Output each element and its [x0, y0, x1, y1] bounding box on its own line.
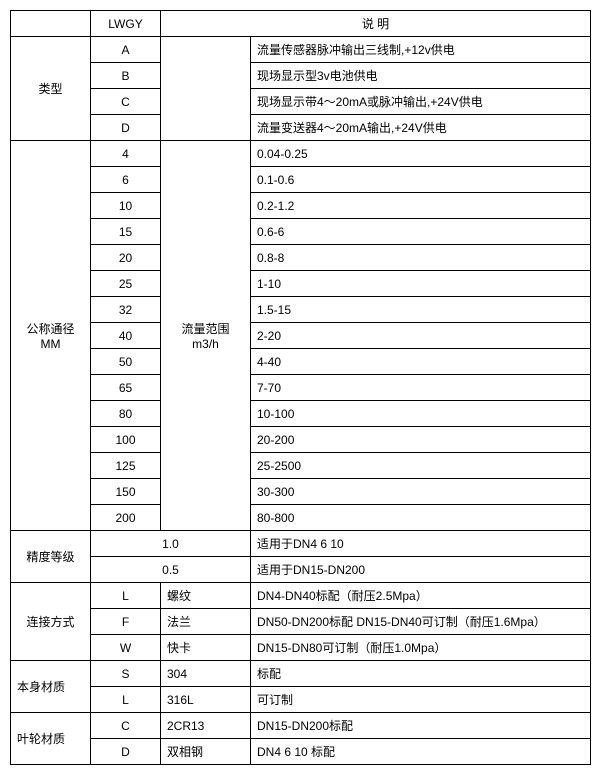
diameter-range: 10-100	[251, 401, 591, 427]
diameter-label: 公称通径 MM	[11, 141, 91, 531]
connection-code: W	[91, 635, 161, 661]
impeller-note: DN15-DN200标配	[251, 713, 591, 739]
diameter-code: 25	[91, 271, 161, 297]
diameter-range: 2-20	[251, 323, 591, 349]
connection-name: 螺纹	[161, 583, 251, 609]
connection-name: 快卡	[161, 635, 251, 661]
connection-label: 连接方式	[11, 583, 91, 661]
type-code: B	[91, 63, 161, 89]
body-material-name: 304	[161, 661, 251, 687]
diameter-code: 50	[91, 349, 161, 375]
body-material-label: 本身材质	[11, 661, 91, 713]
connection-code: L	[91, 583, 161, 609]
diameter-code: 100	[91, 427, 161, 453]
connection-code: F	[91, 609, 161, 635]
header-lwgy: LWGY	[91, 11, 161, 37]
accuracy-note: 适用于DN4 6 10	[251, 531, 591, 557]
impeller-code: D	[91, 739, 161, 765]
diameter-code: 6	[91, 167, 161, 193]
body-material-code: S	[91, 661, 161, 687]
diameter-label-l2: MM	[41, 337, 61, 351]
type-label: 类型	[11, 37, 91, 141]
diameter-code: 40	[91, 323, 161, 349]
diameter-code: 80	[91, 401, 161, 427]
header-row: LWGY 说 明	[11, 11, 591, 37]
diameter-label-l1: 公称通径	[26, 322, 74, 336]
body-material-note: 标配	[251, 661, 591, 687]
type-desc: 流量传感器脉冲输出三线制,+12v供电	[251, 37, 591, 63]
accuracy-val: 0.5	[91, 557, 251, 583]
diameter-range: 0.1-0.6	[251, 167, 591, 193]
diameter-code: 32	[91, 297, 161, 323]
diameter-code: 125	[91, 453, 161, 479]
diameter-range: 0.8-8	[251, 245, 591, 271]
diameter-range: 1-10	[251, 271, 591, 297]
impeller-name: 双相钢	[161, 739, 251, 765]
flow-range-l1: 流量范围	[181, 322, 229, 336]
impeller-code: C	[91, 713, 161, 739]
impeller-label: 叶轮材质	[11, 713, 91, 765]
diameter-range: 0.04-0.25	[251, 141, 591, 167]
diameter-code: 4	[91, 141, 161, 167]
type-code: A	[91, 37, 161, 63]
diameter-range: 0.2-1.2	[251, 193, 591, 219]
diameter-range: 25-2500	[251, 453, 591, 479]
connection-note: DN4-DN40标配（耐压2.5Mpa）	[251, 583, 591, 609]
diameter-range: 30-300	[251, 479, 591, 505]
body-material-note: 可订制	[251, 687, 591, 713]
diameter-range: 80-800	[251, 505, 591, 531]
type-code: C	[91, 89, 161, 115]
type-desc: 现场显示带4～20mA或脉冲输出,+24V供电	[251, 89, 591, 115]
diameter-range: 1.5-15	[251, 297, 591, 323]
connection-name: 法兰	[161, 609, 251, 635]
flow-range-label: 流量范围 m3/h	[161, 141, 251, 531]
diameter-range: 4-40	[251, 349, 591, 375]
accuracy-val: 1.0	[91, 531, 251, 557]
accuracy-label: 精度等级	[11, 531, 91, 583]
diameter-code: 10	[91, 193, 161, 219]
diameter-code: 200	[91, 505, 161, 531]
spec-table: LWGY 说 明 类型 A 流量传感器脉冲输出三线制,+12v供电 B 现场显示…	[10, 10, 591, 765]
impeller-note: DN4 6 10 标配	[251, 739, 591, 765]
type-desc: 流量变送器4～20mA输出,+24V供电	[251, 115, 591, 141]
connection-note: DN15-DN80可订制（耐压1.0Mpa）	[251, 635, 591, 661]
diameter-code: 15	[91, 219, 161, 245]
body-material-code: L	[91, 687, 161, 713]
diameter-code: 65	[91, 375, 161, 401]
impeller-name: 2CR13	[161, 713, 251, 739]
body-material-name: 316L	[161, 687, 251, 713]
diameter-code: 20	[91, 245, 161, 271]
flow-range-l2: m3/h	[192, 337, 219, 351]
diameter-range: 0.6-6	[251, 219, 591, 245]
diameter-range: 7-70	[251, 375, 591, 401]
diameter-code: 150	[91, 479, 161, 505]
accuracy-note: 适用于DN15-DN200	[251, 557, 591, 583]
connection-note: DN50-DN200标配 DN15-DN40可订制（耐压1.6Mpa）	[251, 609, 591, 635]
type-code: D	[91, 115, 161, 141]
header-desc: 说 明	[161, 11, 591, 37]
type-desc: 现场显示型3v电池供电	[251, 63, 591, 89]
type-empty-col	[161, 37, 251, 141]
diameter-range: 20-200	[251, 427, 591, 453]
